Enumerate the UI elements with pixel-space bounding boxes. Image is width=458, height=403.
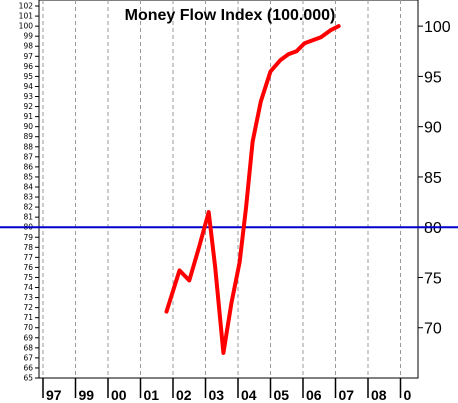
left-tick-label: 100 — [19, 22, 34, 31]
x-tick-label: 04 — [241, 387, 257, 403]
left-tick-label: 102 — [19, 2, 34, 11]
right-tick-label: 70 — [424, 321, 442, 338]
x-tick-label: 08 — [371, 387, 387, 403]
x-tick-label: 99 — [79, 387, 95, 403]
left-tick-label: 89 — [23, 132, 33, 141]
x-tick-label: 05 — [274, 387, 290, 403]
left-tick-label: 74 — [23, 283, 33, 292]
left-tick-label: 72 — [23, 303, 33, 312]
left-tick-label: 91 — [23, 112, 33, 121]
x-tick-label: 07 — [339, 387, 355, 403]
x-tick-label: 02 — [176, 387, 192, 403]
left-tick-label: 95 — [23, 72, 33, 81]
left-tick-label: 83 — [23, 193, 33, 202]
chart-title: Money Flow Index (100.000) — [125, 7, 336, 24]
left-tick-label: 96 — [23, 62, 33, 71]
left-tick-label: 79 — [23, 233, 33, 242]
x-tick-label: 06 — [306, 387, 322, 403]
left-tick-label: 76 — [23, 263, 33, 272]
left-tick-label: 68 — [23, 343, 33, 352]
left-tick-label: 85 — [23, 172, 33, 181]
left-tick-label: 99 — [23, 32, 33, 41]
left-tick-label: 66 — [23, 363, 33, 372]
left-tick-label: 67 — [23, 353, 33, 362]
left-tick-label: 65 — [23, 374, 33, 383]
x-tick-label: 03 — [209, 387, 225, 403]
left-tick-label: 87 — [23, 152, 33, 161]
left-tick-label: 97 — [23, 52, 33, 61]
left-tick-label: 93 — [23, 92, 33, 101]
left-tick-label: 86 — [23, 162, 33, 171]
left-tick-label: 81 — [23, 213, 33, 222]
left-tick-label: 70 — [23, 323, 33, 332]
left-tick-label: 73 — [23, 293, 33, 302]
right-tick-label: 100 — [424, 19, 451, 36]
left-tick-label: 75 — [23, 273, 33, 282]
right-tick-label: 95 — [424, 69, 442, 86]
left-tick-label: 101 — [19, 12, 34, 21]
left-tick-label: 82 — [23, 203, 33, 212]
plot-frame — [38, 0, 419, 379]
x-tick-label: 0 — [404, 387, 412, 403]
left-tick-label: 71 — [23, 313, 33, 322]
right-tick-label: 80 — [424, 220, 442, 237]
left-tick-label: 77 — [23, 253, 33, 262]
left-tick-label: 90 — [23, 122, 33, 131]
left-tick-label: 69 — [23, 333, 33, 342]
left-tick-label: 88 — [23, 142, 33, 151]
x-tick-label: 00 — [111, 387, 127, 403]
left-tick-label: 94 — [23, 82, 33, 91]
right-tick-label: 90 — [424, 120, 442, 137]
left-tick-label: 98 — [23, 42, 33, 51]
left-tick-label: 84 — [23, 182, 33, 191]
left-tick-label: 92 — [23, 102, 33, 111]
left-tick-label: 78 — [23, 243, 33, 252]
right-tick-label: 75 — [424, 270, 442, 287]
mfi-series-line — [164, 24, 341, 355]
x-tick-label: 97 — [46, 387, 62, 403]
x-tick-label: 01 — [144, 387, 160, 403]
right-tick-label: 85 — [424, 170, 442, 187]
